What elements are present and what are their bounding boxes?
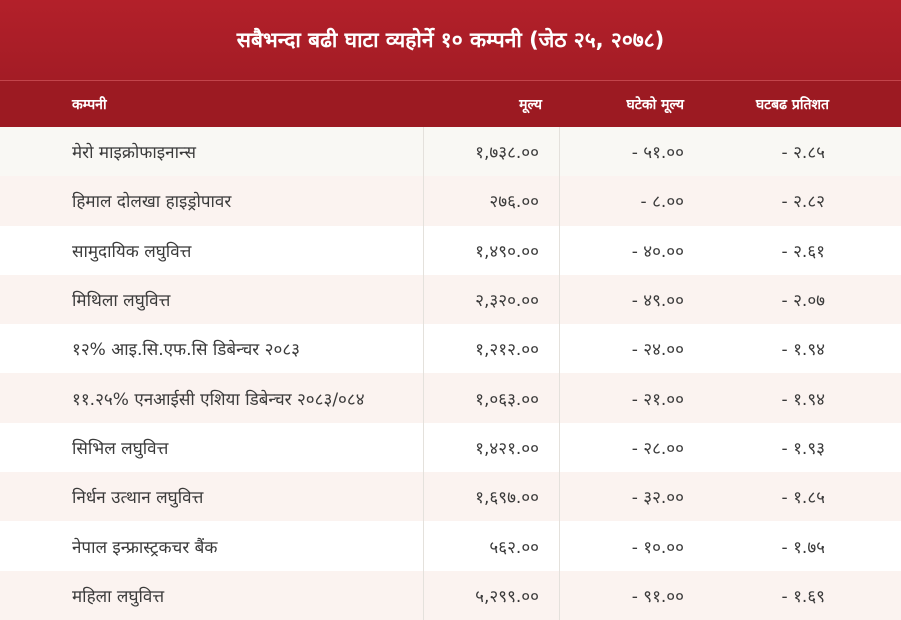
price-value: १,०६३.०० bbox=[424, 373, 560, 423]
change-value: - ५१.०० bbox=[631, 143, 684, 164]
table-title: सबैभन्दा बढी घाटा व्यहोर्ने १० कम्पनी (ज… bbox=[236, 28, 665, 52]
price-value: २,३२०.०० bbox=[424, 274, 560, 325]
percent-value: - २.८२ bbox=[781, 192, 825, 213]
change-value: - ८.०० bbox=[640, 192, 684, 213]
table-row: ११.२५% एनआईसी एशिया डिबेन्चर २०८३/०८४ १,… bbox=[0, 373, 901, 423]
table-row: सामुदायिक लघुवित्त १,४९०.०० - ४०.०० - २.… bbox=[0, 225, 901, 275]
price-value: २७६.०० bbox=[424, 176, 560, 226]
percent-value: - १.८५ bbox=[781, 488, 825, 509]
table-row: निर्धन उत्थान लघुवित्त १,६९७.०० - ३२.०० … bbox=[0, 472, 901, 522]
percent-value: - १.९४ bbox=[781, 389, 825, 410]
company-name: नेपाल इन्फ्रास्ट्रकचर बैंक bbox=[0, 521, 424, 571]
table-row: मेरो माइक्रोफाइनान्स १,७३८.०० - ५१.०० - … bbox=[0, 127, 901, 177]
change-value: - ४०.०० bbox=[631, 241, 684, 262]
header-company: कम्पनी bbox=[72, 96, 107, 113]
change-value: - २८.०० bbox=[631, 438, 684, 459]
table-row: मिथिला लघुवित्त २,३२०.०० - ४९.०० - २.०७ bbox=[0, 274, 901, 325]
header-change: घटेको मूल्य bbox=[626, 96, 684, 113]
change-value: - ३२.०० bbox=[631, 488, 684, 509]
table-title-bar: सबैभन्दा बढी घाटा व्यहोर्ने १० कम्पनी (ज… bbox=[0, 0, 901, 80]
percent-value: - १.६९ bbox=[781, 586, 825, 607]
price-value: १,६९७.०० bbox=[424, 472, 560, 522]
percent-value: - २.०७ bbox=[781, 291, 825, 312]
company-name: ११.२५% एनआईसी एशिया डिबेन्चर २०८३/०८४ bbox=[0, 373, 424, 423]
company-name: मिथिला लघुवित्त bbox=[0, 274, 424, 325]
company-name: महिला लघुवित्त bbox=[0, 570, 424, 620]
table-row: सिभिल लघुवित्त १,४२१.०० - २८.०० - १.९३ bbox=[0, 422, 901, 473]
change-value: - १०.०० bbox=[631, 537, 684, 558]
company-name: मेरो माइक्रोफाइनान्स bbox=[0, 127, 424, 177]
percent-value: - २.६१ bbox=[781, 241, 825, 262]
table-body: मेरो माइक्रोफाइनान्स १,७३८.०० - ५१.०० - … bbox=[0, 127, 901, 620]
header-percent: घटबढ प्रतिशत bbox=[755, 96, 829, 113]
price-value: १,७३८.०० bbox=[424, 127, 560, 177]
percent-value: - १.९४ bbox=[781, 340, 825, 361]
price-value: ५,२९९.०० bbox=[424, 570, 560, 620]
change-value: - ४९.०० bbox=[631, 291, 684, 312]
change-value: - ९१.०० bbox=[631, 586, 684, 607]
company-name: निर्धन उत्थान लघुवित्त bbox=[0, 472, 424, 522]
company-name: हिमाल दोलखा हाइड्रोपावर bbox=[0, 176, 424, 226]
percent-value: - १.७५ bbox=[781, 537, 825, 558]
table-row: नेपाल इन्फ्रास्ट्रकचर बैंक ५६२.०० - १०.०… bbox=[0, 521, 901, 571]
table-header: कम्पनी मूल्य घटेको मूल्य घटबढ प्रतिशत bbox=[0, 80, 901, 127]
table-row: महिला लघुवित्त ५,२९९.०० - ९१.०० - १.६९ bbox=[0, 570, 901, 620]
percent-value: - २.८५ bbox=[781, 143, 825, 164]
table-row: १२% आइ.सि.एफ.सि डिबेन्चर २०८३ १,२१२.०० -… bbox=[0, 324, 901, 374]
table-row: हिमाल दोलखा हाइड्रोपावर २७६.०० - ८.०० - … bbox=[0, 176, 901, 226]
price-value: ५६२.०० bbox=[424, 521, 560, 571]
price-value: १,४२१.०० bbox=[424, 422, 560, 473]
change-value: - २४.०० bbox=[631, 340, 684, 361]
price-value: १,२१२.०० bbox=[424, 324, 560, 374]
company-name: सिभिल लघुवित्त bbox=[0, 422, 424, 473]
price-value: १,४९०.०० bbox=[424, 225, 560, 275]
header-price: मूल्य bbox=[519, 96, 542, 113]
percent-value: - १.९३ bbox=[781, 438, 825, 459]
company-name: १२% आइ.सि.एफ.सि डिबेन्चर २०८३ bbox=[0, 324, 424, 374]
company-name: सामुदायिक लघुवित्त bbox=[0, 225, 424, 275]
change-value: - २१.०० bbox=[631, 389, 684, 410]
